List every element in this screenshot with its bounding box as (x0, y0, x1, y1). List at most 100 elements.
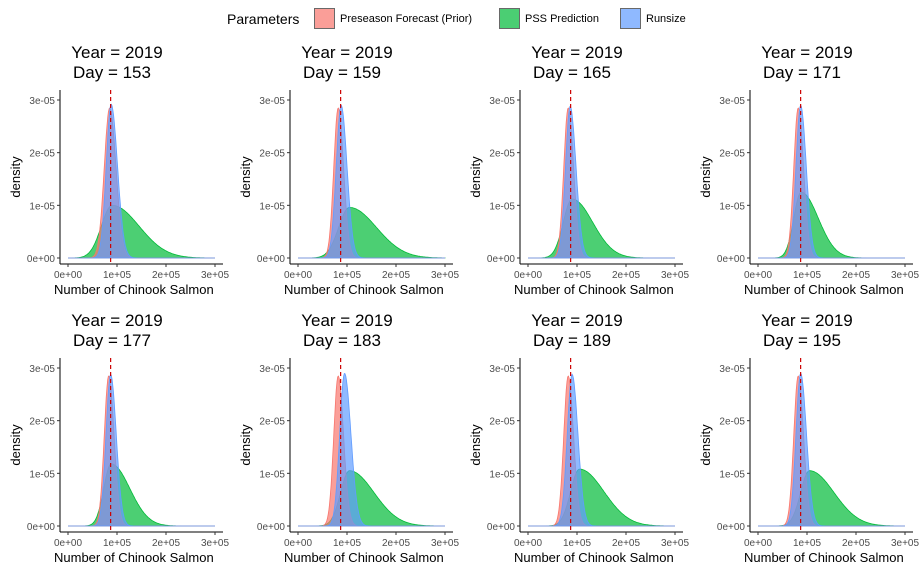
density-pss (758, 191, 905, 259)
x-axis-label: Number of Chinook Salmon (54, 282, 214, 297)
y-tick-label: 0e+00 (717, 522, 746, 533)
density-runsize (528, 373, 675, 527)
x-tick-label: 0e+00 (744, 270, 773, 281)
panel-title-year: Year = 2019 (301, 43, 393, 62)
y-tick-label: 0e+00 (717, 254, 746, 265)
y-tick-label: 2e-05 (489, 149, 515, 160)
y-tick-label: 1e-05 (489, 469, 515, 480)
x-tick-label: 1e+05 (793, 270, 822, 281)
x-tick-label: 3e+05 (891, 538, 920, 549)
y-tick-label: 3e-05 (259, 96, 285, 107)
y-tick-label: 0e+00 (27, 254, 56, 265)
panel-title-day: Day = 189 (533, 331, 611, 350)
panel-title-day: Day = 165 (533, 63, 611, 82)
y-tick-label: 1e-05 (489, 201, 515, 212)
y-tick-label: 1e-05 (29, 201, 55, 212)
y-tick-label: 2e-05 (29, 149, 55, 160)
x-tick-label: 0e+00 (284, 270, 313, 281)
x-tick-label: 0e+00 (744, 538, 773, 549)
x-tick-label: 3e+05 (661, 270, 690, 281)
x-tick-label: 3e+05 (431, 270, 460, 281)
density-pss (758, 470, 905, 527)
panel-title-year: Year = 2019 (71, 311, 163, 330)
x-tick-label: 3e+05 (891, 270, 920, 281)
density-runsize (758, 372, 905, 527)
density-runsize (68, 103, 215, 259)
panel-title-day: Day = 195 (763, 331, 841, 350)
y-tick-label: 2e-05 (29, 417, 55, 428)
x-tick-label: 0e+00 (284, 538, 313, 549)
x-axis-label: Number of Chinook Salmon (514, 550, 674, 565)
panel-title-year: Year = 2019 (531, 43, 623, 62)
y-tick-label: 3e-05 (719, 364, 745, 375)
panel-title-year: Year = 2019 (761, 311, 853, 330)
y-tick-label: 3e-05 (719, 96, 745, 107)
panel-title-year: Year = 2019 (761, 43, 853, 62)
x-tick-label: 3e+05 (661, 538, 690, 549)
y-axis-label: density (8, 424, 23, 466)
y-tick-label: 1e-05 (259, 201, 285, 212)
x-tick-label: 0e+00 (514, 270, 543, 281)
density-pss (528, 468, 675, 527)
y-axis-label: density (468, 424, 483, 466)
y-axis-label: density (238, 424, 253, 466)
y-axis-label: density (238, 156, 253, 198)
y-axis-label: density (8, 156, 23, 198)
y-tick-label: 2e-05 (719, 417, 745, 428)
legend-key-runsize (620, 8, 641, 29)
legend-label-prior: Preseason Forecast (Prior) (340, 13, 473, 25)
x-tick-label: 0e+00 (54, 538, 83, 549)
density-prior (68, 375, 215, 527)
x-axis-label: Number of Chinook Salmon (284, 550, 444, 565)
x-axis-label: Number of Chinook Salmon (744, 550, 904, 565)
x-tick-label: 3e+05 (201, 270, 230, 281)
y-tick-label: 0e+00 (27, 522, 56, 533)
x-tick-label: 2e+05 (842, 270, 871, 281)
legend-title: Parameters (227, 11, 300, 27)
y-tick-label: 3e-05 (29, 96, 55, 107)
x-tick-label: 1e+05 (793, 538, 822, 549)
x-axis-label: Number of Chinook Salmon (744, 282, 904, 297)
x-tick-label: 3e+05 (201, 538, 230, 549)
y-tick-label: 1e-05 (29, 469, 55, 480)
y-tick-label: 1e-05 (719, 201, 745, 212)
x-tick-label: 2e+05 (612, 538, 641, 549)
x-tick-label: 1e+05 (333, 538, 362, 549)
y-tick-label: 1e-05 (719, 469, 745, 480)
y-tick-label: 1e-05 (259, 469, 285, 480)
density-pss (528, 198, 675, 259)
x-tick-label: 2e+05 (382, 538, 411, 549)
legend-label-runsize: Runsize (646, 13, 686, 25)
y-tick-label: 3e-05 (489, 364, 515, 375)
density-runsize (528, 105, 675, 259)
y-tick-label: 3e-05 (489, 96, 515, 107)
y-tick-label: 2e-05 (259, 417, 285, 428)
y-tick-label: 0e+00 (257, 254, 286, 265)
density-runsize (298, 373, 445, 527)
y-tick-label: 2e-05 (719, 149, 745, 160)
x-tick-label: 2e+05 (842, 538, 871, 549)
y-axis-label: density (698, 156, 713, 198)
density-pss (298, 206, 446, 259)
density-pss (68, 204, 215, 259)
y-tick-label: 0e+00 (487, 254, 516, 265)
legend-key-prior (314, 8, 335, 29)
x-tick-label: 2e+05 (612, 270, 641, 281)
y-tick-label: 2e-05 (259, 149, 285, 160)
y-tick-label: 0e+00 (257, 522, 286, 533)
panel-title-year: Year = 2019 (531, 311, 623, 330)
density-prior (758, 107, 905, 259)
x-tick-label: 2e+05 (152, 270, 181, 281)
legend-key-pss (499, 8, 520, 29)
x-tick-label: 2e+05 (382, 270, 411, 281)
panel-title-day: Day = 183 (303, 331, 381, 350)
density-runsize (298, 104, 445, 259)
legend: Parameters Preseason Forecast (Prior) PS… (0, 6, 920, 32)
x-tick-label: 2e+05 (152, 538, 181, 549)
